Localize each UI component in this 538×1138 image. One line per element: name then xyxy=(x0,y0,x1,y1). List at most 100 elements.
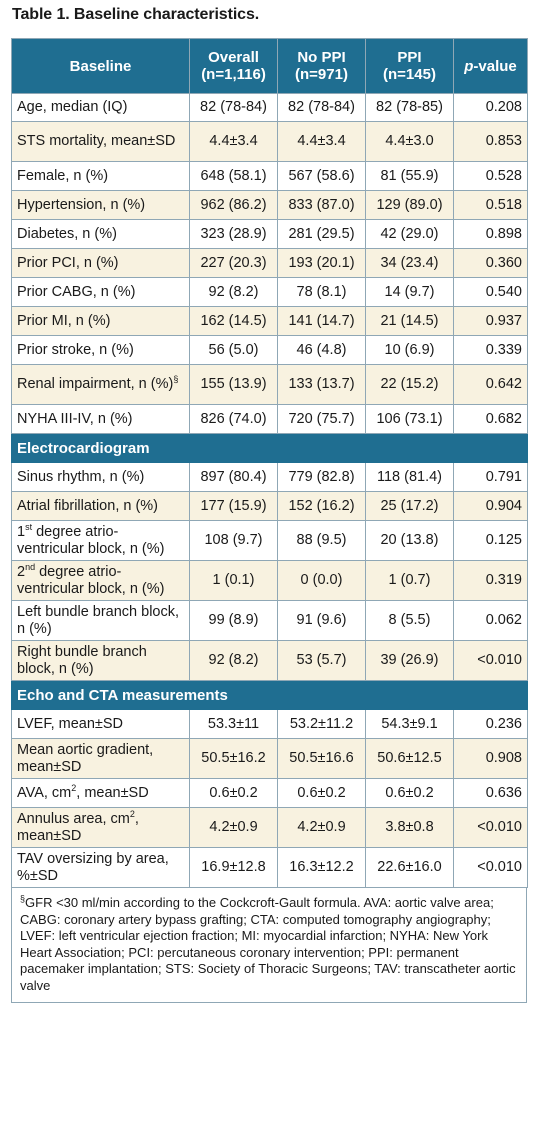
row-label: LVEF, mean±SD xyxy=(11,709,190,739)
cell-overall: 227 (20.3) xyxy=(189,248,278,278)
row-label-text: Prior PCI, n (%) xyxy=(17,254,119,271)
table-row: AVA, cm2, mean±SD 0.6±0.2 0.6±0.2 0.6±0.2 0.… xyxy=(11,778,528,808)
row-label-text: Prior MI, n (%) xyxy=(17,312,111,329)
cell-no-ppi: 141 (14.7) xyxy=(277,306,366,336)
table-row: Annulus area, cm2, mean±SD 4.2±0.9 4.2±0.9… xyxy=(11,807,528,848)
cell-ppi: 42 (29.0) xyxy=(365,219,454,249)
row-label-text: degree atrio-ventricular block, n (%) xyxy=(17,523,165,557)
header-p-italic: p xyxy=(464,57,474,75)
cell-p-value: 0.636 xyxy=(453,778,528,808)
cell-ppi: 14 (9.7) xyxy=(365,277,454,307)
table-row: Left bundle branch block, n (%) 99 (8.9) 9… xyxy=(11,600,528,641)
cell-p-value: <0.010 xyxy=(453,847,528,888)
cell-no-ppi: 53 (5.7) xyxy=(277,640,366,681)
cell-overall: 155 (13.9) xyxy=(189,364,278,405)
row-label: Annulus area, cm2, mean±SD xyxy=(11,807,190,848)
table-row: Prior MI, n (%) 162 (14.5) 141 (14.7) 21 (1… xyxy=(11,306,528,336)
row-label-ordinal: 2 xyxy=(17,563,26,580)
cell-ppi: 4.4±3.0 xyxy=(365,121,454,162)
cell-ppi: 21 (14.5) xyxy=(365,306,454,336)
cell-overall: 4.4±3.4 xyxy=(189,121,278,162)
cell-no-ppi: 281 (29.5) xyxy=(277,219,366,249)
row-label-superscript: nd xyxy=(25,561,36,572)
header-overall: Overall (n=1,116) xyxy=(189,38,278,94)
table-footnote: §GFR <30 ml/min according to the Cockcro… xyxy=(11,888,527,1003)
cell-p-value: 0.642 xyxy=(453,364,528,405)
cell-p-value: <0.010 xyxy=(453,807,528,848)
cell-ppi: 118 (81.4) xyxy=(365,462,454,492)
row-label: Age, median (IQ) xyxy=(11,93,190,122)
cell-no-ppi: 53.2±11.2 xyxy=(277,709,366,739)
cell-overall: 99 (8.9) xyxy=(189,600,278,641)
cell-overall: 1 (0.1) xyxy=(189,560,278,601)
row-label-text: Atrial fibrillation, n (%) xyxy=(17,497,159,514)
row-label: Prior MI, n (%) xyxy=(11,306,190,336)
cell-p-value: 0.518 xyxy=(453,190,528,220)
cell-no-ppi: 779 (82.8) xyxy=(277,462,366,492)
cell-ppi: 82 (78-85) xyxy=(365,93,454,122)
row-label-suffix: , mean±SD xyxy=(76,784,149,801)
row-label-text: Diabetes, n (%) xyxy=(17,225,117,242)
row-label-text: AVA, cm xyxy=(17,784,72,801)
cell-p-value: 0.236 xyxy=(453,709,528,739)
table-row: Prior PCI, n (%) 227 (20.3) 193 (20.1) 34 (… xyxy=(11,248,528,278)
header-baseline: Baseline xyxy=(11,38,190,94)
row-label: NYHA III-IV, n (%) xyxy=(11,404,190,434)
row-label-superscript: 2 xyxy=(71,782,77,793)
cell-ppi: 129 (89.0) xyxy=(365,190,454,220)
cell-p-value: 0.528 xyxy=(453,161,528,191)
header-no-ppi-label: No PPI xyxy=(297,49,346,66)
row-label-text: Female, n (%) xyxy=(17,167,109,184)
cell-overall: 4.2±0.9 xyxy=(189,807,278,848)
cell-overall: 108 (9.7) xyxy=(189,520,278,561)
cell-no-ppi: 833 (87.0) xyxy=(277,190,366,220)
row-label-text: Mean aortic gradient, mean±SD xyxy=(17,741,154,775)
row-label-text: Left bundle branch block, n (%) xyxy=(17,603,180,637)
cell-no-ppi: 567 (58.6) xyxy=(277,161,366,191)
row-label-superscript: § xyxy=(173,374,179,385)
header-no-ppi-n: (n=971) xyxy=(295,66,348,83)
row-label: Female, n (%) xyxy=(11,161,190,191)
cell-p-value: 0.853 xyxy=(453,121,528,162)
row-label: Atrial fibrillation, n (%) xyxy=(11,491,190,521)
table-row: Age, median (IQ) 82 (78-84) 82 (78-84) 82 (… xyxy=(11,93,528,122)
row-label: Sinus rhythm, n (%) xyxy=(11,462,190,492)
table-row: Mean aortic gradient, mean±SD 50.5±16.2 50… xyxy=(11,738,528,779)
row-label: Diabetes, n (%) xyxy=(11,219,190,249)
cell-p-value: 0.319 xyxy=(453,560,528,601)
row-label: Left bundle branch block, n (%) xyxy=(11,600,190,641)
cell-p-value: 0.540 xyxy=(453,277,528,307)
cell-ppi: 20 (13.8) xyxy=(365,520,454,561)
row-label: Prior PCI, n (%) xyxy=(11,248,190,278)
table-row: 1st degree atrio-ventricular block, n (%… xyxy=(11,520,528,561)
row-label: Hypertension, n (%) xyxy=(11,190,190,220)
row-label-text: Sinus rhythm, n (%) xyxy=(17,468,145,485)
cell-no-ppi: 46 (4.8) xyxy=(277,335,366,365)
table-row: STS mortality, mean±SD 4.4±3.4 4.4±3.4 4.4±… xyxy=(11,121,528,162)
footnote-text: GFR <30 ml/min according to the Cockcrof… xyxy=(20,895,516,993)
cell-no-ppi: 0.6±0.2 xyxy=(277,778,366,808)
cell-p-value: 0.791 xyxy=(453,462,528,492)
cell-overall: 16.9±12.8 xyxy=(189,847,278,888)
row-label: 1st degree atrio-ventricular block, n (%… xyxy=(11,520,190,561)
cell-no-ppi: 133 (13.7) xyxy=(277,364,366,405)
row-label-text: NYHA III-IV, n (%) xyxy=(17,410,133,427)
row-label-text: Age, median (IQ) xyxy=(17,99,128,115)
table-row: 2nd degree atrio-ventricular block, n (%… xyxy=(11,560,528,601)
row-label-ordinal: 1 xyxy=(17,523,26,540)
footnote-section-mark: § xyxy=(20,893,26,904)
cell-p-value: 0.682 xyxy=(453,404,528,434)
cell-no-ppi: 78 (8.1) xyxy=(277,277,366,307)
table-row: LVEF, mean±SD 53.3±11 53.2±11.2 54.3±9.1 0.2… xyxy=(11,709,528,739)
row-label: Prior CABG, n (%) xyxy=(11,277,190,307)
table-row: Hypertension, n (%) 962 (86.2) 833 (87.0) 1… xyxy=(11,190,528,220)
cell-ppi: 34 (23.4) xyxy=(365,248,454,278)
cell-ppi: 3.8±0.8 xyxy=(365,807,454,848)
row-label: Prior stroke, n (%) xyxy=(11,335,190,365)
header-p-value: p-value xyxy=(453,38,528,94)
cell-ppi: 10 (6.9) xyxy=(365,335,454,365)
cell-overall: 53.3±11 xyxy=(189,709,278,739)
header-ppi-label: PPI xyxy=(397,49,422,66)
section-echo-cta: Echo and CTA measurements xyxy=(11,680,528,710)
row-label-superscript: 2 xyxy=(129,808,135,819)
